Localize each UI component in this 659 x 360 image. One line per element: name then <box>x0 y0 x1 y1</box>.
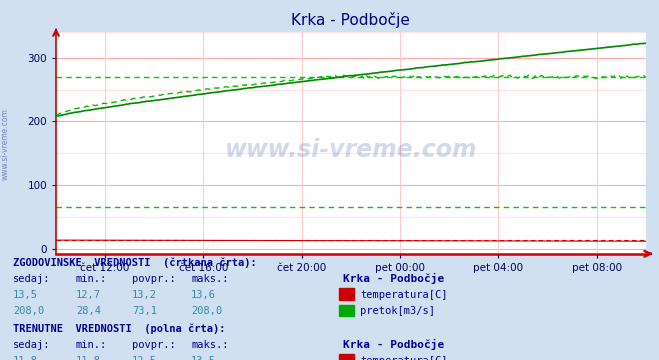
Text: temperatura[C]: temperatura[C] <box>360 290 448 300</box>
Text: 12,5: 12,5 <box>132 356 157 360</box>
Title: Krka - Podbočje: Krka - Podbočje <box>291 13 411 28</box>
Text: 13,6: 13,6 <box>191 290 216 300</box>
Text: 11,8: 11,8 <box>13 356 38 360</box>
Text: TRENUTNE  VREDNOSTI  (polna črta):: TRENUTNE VREDNOSTI (polna črta): <box>13 323 225 334</box>
Text: 13,5: 13,5 <box>191 356 216 360</box>
Text: 11,8: 11,8 <box>76 356 101 360</box>
Text: 208,0: 208,0 <box>13 306 44 316</box>
Text: sedaj:: sedaj: <box>13 274 51 284</box>
Text: sedaj:: sedaj: <box>13 340 51 350</box>
Text: min.:: min.: <box>76 340 107 350</box>
Text: povpr.:: povpr.: <box>132 274 175 284</box>
Text: 208,0: 208,0 <box>191 306 222 316</box>
Text: 12,7: 12,7 <box>76 290 101 300</box>
Text: povpr.:: povpr.: <box>132 340 175 350</box>
Text: temperatura[C]: temperatura[C] <box>360 356 448 360</box>
Text: 28,4: 28,4 <box>76 306 101 316</box>
Text: min.:: min.: <box>76 274 107 284</box>
Text: 13,5: 13,5 <box>13 290 38 300</box>
Text: pretok[m3/s]: pretok[m3/s] <box>360 306 436 316</box>
Text: maks.:: maks.: <box>191 340 229 350</box>
Text: 13,2: 13,2 <box>132 290 157 300</box>
Text: Krka - Podbočje: Krka - Podbočje <box>343 339 444 350</box>
Text: 73,1: 73,1 <box>132 306 157 316</box>
Text: www.si-vreme.com: www.si-vreme.com <box>1 108 10 180</box>
Text: www.si-vreme.com: www.si-vreme.com <box>225 138 477 162</box>
Text: ZGODOVINSKE  VREDNOSTI  (črtkana črta):: ZGODOVINSKE VREDNOSTI (črtkana črta): <box>13 257 257 268</box>
Text: Krka - Podbočje: Krka - Podbočje <box>343 273 444 284</box>
Text: maks.:: maks.: <box>191 274 229 284</box>
